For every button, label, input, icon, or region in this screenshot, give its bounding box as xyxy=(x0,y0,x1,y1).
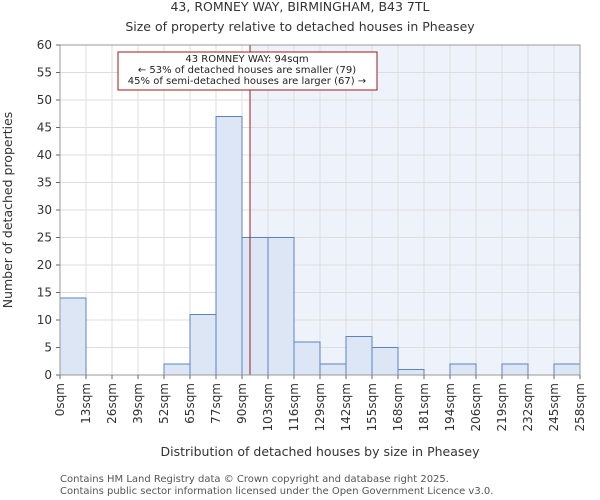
x-tick-label: 155sqm xyxy=(365,383,379,431)
bar-77sqm xyxy=(215,116,243,376)
bar-52sqm xyxy=(163,363,191,376)
x-axis-label: Distribution of detached houses by size … xyxy=(161,444,481,459)
x-tick-label: 13sqm xyxy=(79,383,93,424)
y-tick-label: 10 xyxy=(37,313,52,327)
y-axis-ticks: 0 5 10 15 20 25 30 35 40 45 50 55 60 xyxy=(37,38,60,382)
chart-subtitle: Size of property relative to detached ho… xyxy=(125,19,475,34)
annotation-line-2: ← 53% of detached houses are smaller (79… xyxy=(138,65,356,76)
bar-219sqm xyxy=(501,363,529,376)
x-tick-label: 194sqm xyxy=(443,383,457,431)
x-tick-label: 181sqm xyxy=(417,383,431,431)
bar-90sqm xyxy=(241,237,269,376)
bar-129sqm xyxy=(319,363,347,376)
bar-194sqm xyxy=(449,363,477,376)
x-tick-label: 219sqm xyxy=(495,383,509,431)
chart-title: 43, ROMNEY WAY, BIRMINGHAM, B43 7TL xyxy=(170,0,429,14)
x-tick-label: 245sqm xyxy=(547,383,561,431)
y-tick-label: 25 xyxy=(37,231,52,245)
bar-103sqm xyxy=(267,237,295,376)
x-tick-label: 116sqm xyxy=(287,383,301,431)
x-tick-label: 0sqm xyxy=(53,383,67,416)
bar-245sqm xyxy=(553,363,581,376)
y-tick-label: 5 xyxy=(44,341,52,355)
x-axis-ticks: 0sqm 13sqm 26sqm 39sqm 52sqm 65sqm 77sqm 90sqm 1… xyxy=(53,375,587,431)
bar-65sqm xyxy=(189,314,217,376)
x-tick-label: 232sqm xyxy=(521,383,535,431)
annotation-line-3: 45% of semi-detached houses are larger (… xyxy=(128,76,366,87)
x-tick-label: 142sqm xyxy=(339,383,353,431)
y-tick-label: 50 xyxy=(37,93,52,107)
x-tick-label: 52sqm xyxy=(157,383,171,424)
y-tick-label: 20 xyxy=(37,258,52,272)
footer-line-1: Contains HM Land Registry data © Crown c… xyxy=(60,474,449,485)
y-tick-label: 60 xyxy=(37,38,52,52)
bar-168sqm xyxy=(397,369,425,376)
x-tick-label: 168sqm xyxy=(391,383,405,431)
x-tick-label: 77sqm xyxy=(209,383,223,424)
bar-155sqm xyxy=(371,347,399,376)
x-tick-label: 103sqm xyxy=(261,383,275,431)
x-tick-label: 26sqm xyxy=(105,383,119,424)
y-axis-label: Number of detached properties xyxy=(0,112,15,309)
y-tick-label: 0 xyxy=(44,368,52,382)
y-tick-label: 45 xyxy=(37,121,52,135)
bar-142sqm xyxy=(345,336,373,376)
annotation-line-1: 43 ROMNEY WAY: 94sqm xyxy=(185,54,308,65)
annotation-frame xyxy=(117,51,378,91)
bar-0sqm xyxy=(59,297,87,376)
bars xyxy=(59,116,581,376)
x-tick-label: 65sqm xyxy=(183,383,197,424)
annotation-box: 43 ROMNEY WAY: 94sqm ← 53% of detached h… xyxy=(117,51,378,91)
y-tick-label: 55 xyxy=(37,66,52,80)
x-tick-label: 206sqm xyxy=(469,383,483,431)
y-tick-label: 40 xyxy=(37,148,52,162)
y-tick-label: 30 xyxy=(37,203,52,217)
x-tick-label: 258sqm xyxy=(573,383,587,431)
x-tick-label: 129sqm xyxy=(313,383,327,431)
bar-116sqm xyxy=(293,341,321,376)
y-tick-label: 35 xyxy=(37,176,52,190)
footer-line-2: Contains public sector information licen… xyxy=(60,486,493,497)
x-tick-label: 90sqm xyxy=(235,383,249,424)
grid-lines xyxy=(60,44,580,376)
x-tick-label: 39sqm xyxy=(131,383,145,424)
y-tick-label: 15 xyxy=(37,286,52,300)
